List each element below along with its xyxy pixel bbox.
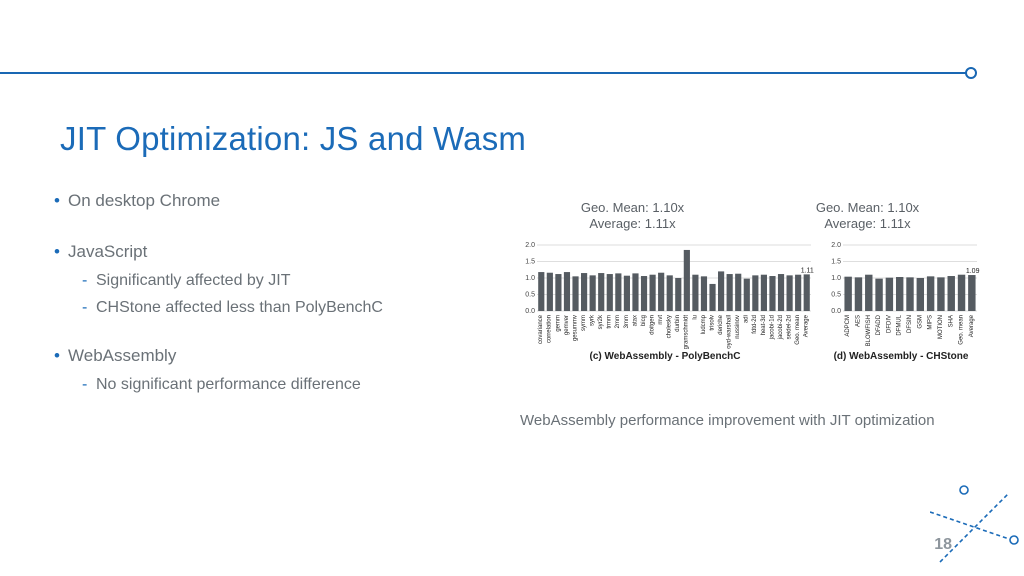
header-rule	[0, 72, 970, 74]
svg-text:Geo. mean: Geo. mean	[959, 315, 965, 345]
bullet-item: On desktop Chrome	[68, 190, 508, 213]
svg-text:DFDIV: DFDIV	[886, 315, 892, 333]
svg-text:cholesky: cholesky	[667, 315, 673, 338]
svg-text:Geo. mean: Geo. mean	[795, 315, 801, 345]
svg-text:jacobi-2d: jacobi-2d	[778, 315, 784, 340]
svg-text:fdtd-2d: fdtd-2d	[752, 315, 758, 334]
svg-text:MOTION: MOTION	[938, 315, 944, 339]
svg-text:syr2k: syr2k	[598, 314, 604, 329]
chart-c-caption: (c) WebAssembly - PolyBenchC	[515, 351, 815, 362]
svg-text:ludcmp: ludcmp	[701, 314, 707, 334]
chart-d-caption: (d) WebAssembly - CHStone	[821, 351, 981, 362]
svg-text:adi: adi	[744, 315, 750, 323]
svg-text:DFMUL: DFMUL	[897, 314, 903, 335]
svg-text:2.0: 2.0	[831, 242, 841, 249]
svg-text:mvt: mvt	[658, 314, 664, 324]
svg-text:1.09: 1.09	[966, 268, 980, 275]
sub-bullet-item: Significantly affected by JIT	[96, 270, 508, 292]
bullet-item: WebAssembly	[68, 345, 508, 368]
svg-text:1.5: 1.5	[831, 258, 841, 265]
svg-text:seidel-2d: seidel-2d	[786, 315, 792, 339]
svg-text:correlation: correlation	[547, 315, 553, 343]
svg-text:Average: Average	[804, 314, 810, 337]
chart-d-header: Geo. Mean: 1.10x Average: 1.11x	[755, 200, 981, 233]
svg-text:0.5: 0.5	[525, 291, 535, 298]
svg-text:bicg: bicg	[641, 315, 647, 326]
svg-text:floyd-warshall: floyd-warshall	[727, 315, 733, 349]
svg-text:SHA: SHA	[948, 315, 954, 327]
svg-text:Average: Average	[969, 314, 975, 337]
svg-text:1.0: 1.0	[831, 275, 841, 282]
svg-text:doitgen: doitgen	[649, 315, 655, 335]
svg-text:AES: AES	[855, 315, 861, 327]
header-rule-endpoint	[965, 67, 977, 79]
slide-title: JIT Optimization: JS and Wasm	[60, 120, 526, 158]
svg-text:trmm: trmm	[607, 315, 613, 329]
svg-text:jacobi-1d: jacobi-1d	[769, 315, 775, 340]
bullet-list: On desktop Chrome JavaScript Significantly…	[68, 190, 508, 400]
svg-text:DFADD: DFADD	[876, 314, 882, 335]
svg-text:syrk: syrk	[590, 314, 596, 326]
svg-text:MIPS: MIPS	[928, 315, 934, 330]
svg-text:gesummv: gesummv	[572, 315, 578, 341]
svg-text:ADPCM: ADPCM	[845, 315, 851, 337]
charts-region: Geo. Mean: 1.10x Average: 1.11x Geo. Mea…	[515, 200, 985, 362]
svg-text:nussinov: nussinov	[735, 315, 741, 339]
sub-bullet-item: No significant performance difference	[96, 374, 508, 396]
svg-text:lu: lu	[692, 315, 698, 320]
svg-text:3mm: 3mm	[624, 315, 630, 328]
svg-text:0.5: 0.5	[831, 291, 841, 298]
svg-text:0.0: 0.0	[831, 308, 841, 315]
svg-text:atax: atax	[632, 315, 638, 326]
svg-text:GSM: GSM	[917, 315, 923, 329]
svg-text:1.11: 1.11	[801, 267, 814, 274]
svg-text:heat-3d: heat-3d	[761, 315, 767, 335]
bullet-item: JavaScript	[68, 241, 508, 264]
svg-text:deriche: deriche	[718, 314, 724, 334]
chart-c-header: Geo. Mean: 1.10x Average: 1.11x	[520, 200, 746, 233]
svg-text:durbin: durbin	[675, 315, 681, 332]
svg-text:2.0: 2.0	[525, 242, 535, 249]
svg-text:1.5: 1.5	[525, 258, 535, 265]
chart-headers: Geo. Mean: 1.10x Average: 1.11x Geo. Mea…	[515, 200, 985, 233]
svg-text:gramschmidt: gramschmidt	[684, 314, 690, 348]
svg-text:gemver: gemver	[564, 315, 570, 335]
svg-text:DFSIN: DFSIN	[907, 315, 913, 333]
svg-text:covariance: covariance	[538, 314, 544, 344]
figure-caption: WebAssembly performance improvement with…	[520, 412, 935, 429]
sub-bullet-item: CHStone affected less than PolyBenchC	[96, 297, 508, 319]
svg-text:2mm: 2mm	[615, 315, 621, 328]
chart-c: 0.0 0.5 1.0 1.5 2.0 covariancecorrelationgemm…	[515, 239, 815, 349]
svg-text:symm: symm	[581, 315, 587, 331]
svg-text:gemm: gemm	[555, 315, 561, 332]
svg-text:trisolv: trisolv	[709, 315, 715, 331]
svg-text:BLOWFISH: BLOWFISH	[866, 315, 872, 346]
svg-text:1.0: 1.0	[525, 275, 535, 282]
svg-text:0.0: 0.0	[525, 308, 535, 315]
corner-decoration	[930, 482, 1020, 572]
chart-d: 0.0 0.5 1.0 1.5 2.0 ADPCM AES BLOWFISH DFADD DFDI…	[821, 239, 981, 349]
